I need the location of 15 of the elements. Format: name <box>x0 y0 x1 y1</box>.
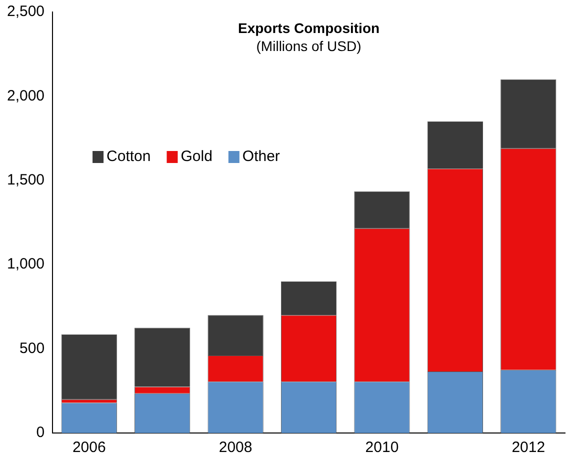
text: (Millions of USD) <box>256 38 362 54</box>
y-tick-label: 500 <box>20 340 45 357</box>
legend-label: Gold <box>180 148 212 166</box>
y-tick-label: 1,000 <box>6 256 45 273</box>
text: Exports Composition <box>238 20 380 36</box>
y-tick-label: 0 <box>36 424 45 442</box>
x-tick-label: 2008 <box>218 439 252 456</box>
x-tick-label: 2010 <box>365 439 399 456</box>
legend-label: Cotton <box>106 148 151 166</box>
y-tick-label: 1,500 <box>6 172 45 189</box>
x-tick-label: 2006 <box>72 439 106 456</box>
legend-label: Other <box>242 148 280 166</box>
y-tick-label: 2,000 <box>6 87 45 104</box>
x-tick-label: 2012 <box>512 439 546 456</box>
y-tick-label: 2,500 <box>6 3 45 20</box>
